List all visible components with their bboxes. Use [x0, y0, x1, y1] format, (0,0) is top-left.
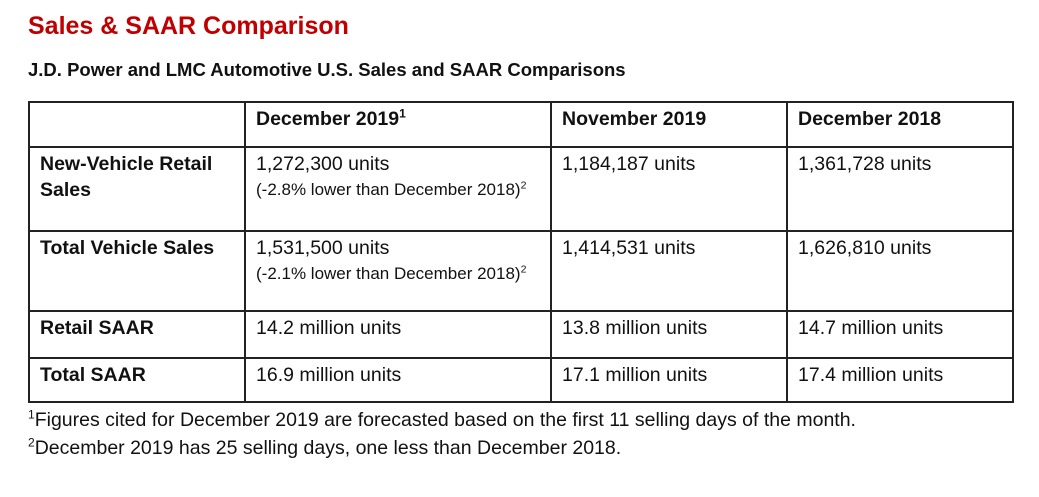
- footnote-marker: 1: [399, 106, 406, 121]
- note-text: (-2.1% lower than December 2018): [256, 264, 521, 284]
- footnote-1: 1Figures cited for December 2019 are for…: [28, 407, 928, 433]
- footnote-marker: 1: [28, 407, 35, 422]
- header-label: November 2019: [562, 108, 707, 130]
- footnote-text: December 2019 has 25 selling days, one l…: [34, 437, 622, 460]
- cell-december-2019: 1,272,300 units (-2.8% lower than Decemb…: [244, 146, 552, 232]
- cell-december-2019: 14.2 million units: [244, 310, 552, 359]
- header-december-2019: December 20191: [244, 101, 552, 148]
- note-text: (-2.8% lower than December 2018): [256, 180, 521, 200]
- footnote-marker: 2: [28, 435, 35, 450]
- row-label: Total Vehicle Sales: [28, 230, 246, 312]
- row-label: Retail SAAR: [28, 310, 246, 359]
- footnote-marker: 2: [520, 263, 527, 276]
- cell-november-2019: 17.1 million units: [550, 357, 788, 403]
- cell-value: 1,272,300 units: [256, 153, 390, 175]
- header-blank-cell: [28, 101, 246, 148]
- cell-november-2019: 13.8 million units: [550, 310, 788, 359]
- cell-value: 1,531,500 units: [256, 237, 390, 259]
- cell-november-2019: 1,184,187 units: [550, 146, 788, 232]
- header-label: December 2019: [256, 108, 400, 130]
- cell-december-2019: 16.9 million units: [244, 357, 552, 403]
- cell-december-2018: 1,361,728 units: [786, 146, 1014, 232]
- cell-note: (-2.1% lower than December 2018)2: [256, 261, 540, 287]
- header-label: December 2018: [798, 108, 942, 130]
- row-label: New-Vehicle Retail Sales: [28, 146, 246, 232]
- page-title: Sales & SAAR Comparison: [28, 12, 349, 40]
- table-row: Total SAAR 16.9 million units 17.1 milli…: [28, 357, 1014, 403]
- table-subtitle: J.D. Power and LMC Automotive U.S. Sales…: [28, 59, 626, 80]
- cell-note: (-2.8% lower than December 2018)2: [256, 177, 540, 203]
- cell-november-2019: 1,414,531 units: [550, 230, 788, 312]
- footnote-2: 2December 2019 has 25 selling days, one …: [28, 435, 928, 461]
- header-november-2019: November 2019: [550, 101, 788, 148]
- table-header-row: December 20191 November 2019 December 20…: [28, 101, 1014, 148]
- footnotes: 1Figures cited for December 2019 are for…: [28, 407, 928, 464]
- header-december-2018: December 2018: [786, 101, 1014, 148]
- footnote-marker: 2: [520, 179, 527, 192]
- table-row: Total Vehicle Sales 1,531,500 units (-2.…: [28, 230, 1014, 312]
- cell-december-2018: 14.7 million units: [786, 310, 1014, 359]
- cell-december-2018: 1,626,810 units: [786, 230, 1014, 312]
- cell-december-2019: 1,531,500 units (-2.1% lower than Decemb…: [244, 230, 552, 312]
- table-row: Retail SAAR 14.2 million units 13.8 mill…: [28, 310, 1014, 359]
- row-label: Total SAAR: [28, 357, 246, 403]
- table-row: New-Vehicle Retail Sales 1,272,300 units…: [28, 146, 1014, 232]
- footnote-text: Figures cited for December 2019 are fore…: [34, 409, 856, 431]
- sales-saar-comparison-table: December 20191 November 2019 December 20…: [28, 101, 1014, 403]
- cell-december-2018: 17.4 million units: [786, 357, 1014, 403]
